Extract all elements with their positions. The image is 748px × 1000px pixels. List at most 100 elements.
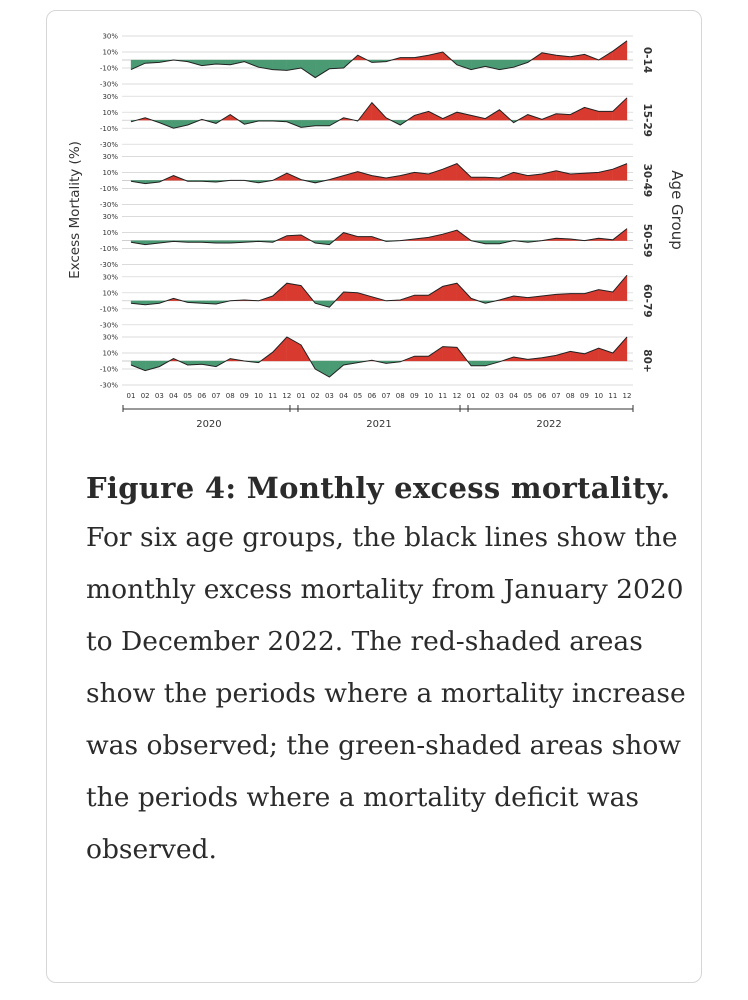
x-tick-label: 12 [623, 392, 632, 400]
year-label: 2021 [366, 419, 391, 430]
increase-area [428, 346, 443, 362]
age-group-label: 0-14 [641, 47, 653, 73]
x-tick-label: 03 [495, 392, 504, 400]
deficit-area [470, 360, 486, 366]
age-group-label: 80+ [641, 349, 653, 372]
x-tick-label: 08 [396, 392, 405, 400]
deficit-area [315, 59, 330, 78]
x-tick-label: 03 [155, 392, 164, 400]
x-tick-label: 08 [566, 392, 575, 400]
y-tick-label: 30% [102, 334, 118, 342]
x-tick-label: 04 [339, 392, 348, 400]
panel-60-79: 30% 10% -10% -30% 60-79 [100, 273, 653, 329]
x-tick-label: 10 [424, 392, 433, 400]
increase-area [357, 236, 373, 241]
x-tick-label: 03 [325, 392, 334, 400]
y-tick-label: 10% [102, 229, 118, 237]
y-tick-label: 10% [102, 109, 118, 117]
y-axis-label: Excess Mortality (%) [67, 141, 83, 279]
panel-0-14: 30% 10% -10% -30% 0-14 [100, 33, 653, 89]
panels-group: 30%10%-10%-30%0-1430%10%-10%-30%15-2930%… [100, 33, 653, 390]
x-tick-label: 12 [282, 392, 291, 400]
y-tick-label: -30% [100, 141, 118, 149]
increase-area [414, 356, 429, 362]
x-tick-label: 02 [141, 392, 150, 400]
y-tick-label: -10% [100, 305, 118, 313]
series-line-80+ [130, 336, 628, 378]
x-tick-label: 10 [594, 392, 603, 400]
y-tick-label: -10% [100, 185, 118, 193]
y-tick-label: 10% [102, 169, 118, 177]
x-tick-label: 07 [552, 392, 561, 400]
increase-area [584, 347, 599, 362]
x-tick-label: 09 [240, 392, 249, 400]
x-tick-label: 05 [523, 392, 532, 400]
x-tick-label: 05 [183, 392, 192, 400]
year-label: 2022 [536, 419, 561, 430]
increase-area [428, 168, 443, 181]
x-tick-label: 06 [367, 392, 376, 400]
increase-area [612, 40, 628, 61]
x-tick-label: 12 [452, 392, 461, 400]
y-tick-label: 10% [102, 289, 118, 297]
x-tick-label: 09 [580, 392, 589, 400]
x-tick-label: 11 [268, 392, 277, 400]
x-tick-label: 01 [297, 392, 306, 400]
y-tick-label: 30% [102, 153, 118, 161]
age-group-label: 30-49 [641, 164, 653, 198]
panel-80+: 30% 10% -10% -30% 80+ [100, 334, 653, 390]
series-line-0-14 [130, 40, 628, 79]
caption-body: For six age groups, the black lines show… [86, 522, 686, 865]
x-tick-label: 04 [169, 392, 178, 400]
increase-area [570, 293, 585, 301]
series-line-15-29 [130, 97, 628, 129]
panel-30-49: 30% 10% -10% -30% 30-49 [100, 153, 653, 209]
increase-area [414, 295, 429, 301]
increase-area [612, 336, 628, 362]
x-tick-label: 08 [226, 392, 235, 400]
increase-area [343, 171, 358, 181]
deficit-area [272, 59, 288, 71]
y-tick-label: 10% [102, 350, 118, 358]
y-tick-label: -30% [100, 201, 118, 209]
age-group-axis-label: Age Group [668, 170, 686, 249]
y-tick-label: -30% [100, 382, 118, 390]
deficit-area [329, 59, 344, 69]
y-tick-label: 30% [102, 213, 118, 221]
panel-15-29: 30% 10% -10% -30% 15-29 [100, 93, 653, 149]
excess-mortality-chart: Excess Mortality (%) Age Group 30% 10% -10… [67, 33, 686, 430]
x-tick-label: 11 [608, 392, 617, 400]
panel-50-59: 30% 10% -10% -30% 50-59 [100, 213, 653, 269]
y-tick-label: 30% [102, 273, 118, 281]
x-tick-label: 09 [410, 392, 419, 400]
y-tick-label: -10% [100, 245, 118, 253]
deficit-area [300, 59, 316, 78]
x-tick-label: 02 [311, 392, 320, 400]
increase-area [584, 172, 599, 181]
increase-area [357, 171, 373, 181]
y-tick-label: 30% [102, 33, 118, 41]
increase-area [286, 283, 302, 301]
increase-area [612, 274, 628, 301]
increase-area [598, 111, 613, 121]
increase-area [357, 292, 373, 301]
increase-area [414, 111, 429, 121]
x-tick-label: 06 [538, 392, 547, 400]
y-tick-label: -10% [100, 366, 118, 374]
y-tick-label: -10% [100, 125, 118, 133]
deficit-area [315, 120, 330, 126]
age-group-label: 50-59 [641, 224, 653, 258]
y-tick-label: 30% [102, 93, 118, 101]
year-label: 2020 [196, 419, 221, 430]
x-tick-label: 11 [438, 392, 447, 400]
increase-area [272, 282, 288, 301]
series-line-30-49 [130, 163, 628, 185]
y-tick-label: 10% [102, 49, 118, 57]
x-tick-label: 04 [509, 392, 518, 400]
age-group-label: 15-29 [641, 103, 653, 137]
increase-area [442, 346, 458, 362]
series-line-50-59 [130, 228, 628, 246]
x-tick-label: 01 [467, 392, 476, 400]
figure-caption: Figure 4: Monthly excess mortality. For … [86, 470, 686, 876]
y-tick-label: -30% [100, 81, 118, 89]
